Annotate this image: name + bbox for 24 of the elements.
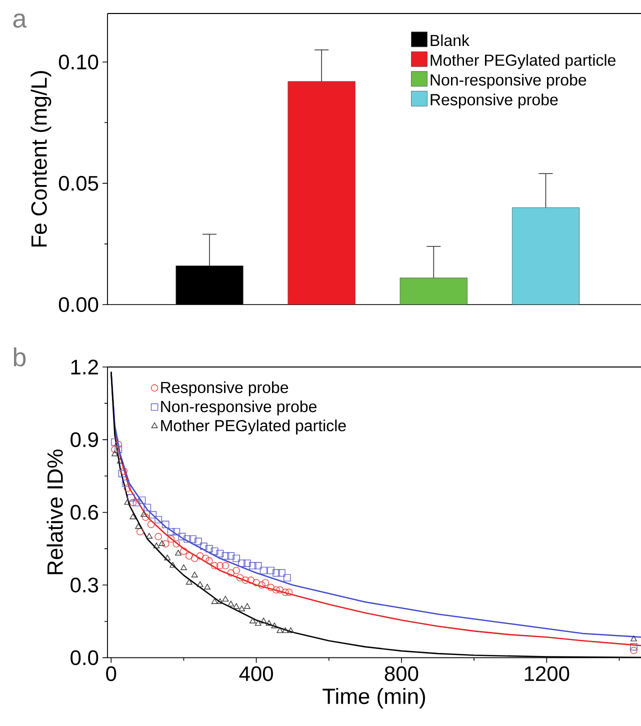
chart-title: b (14, 347, 26, 366)
chart-title: a (13, 13, 26, 28)
legend-label: Non-responsive probe (160, 400, 316, 416)
y-tick-label: 0.3 (70, 578, 98, 592)
y-axis-title: Relative ID% (46, 450, 63, 574)
legend-label: Non-responsive probe (430, 74, 586, 89)
y-tick-label: 0.00 (58, 297, 98, 312)
y-tick-label: 0.6 (70, 504, 98, 520)
legend-label: Blank (430, 34, 470, 46)
y-tick-label: 1.2 (71, 360, 98, 374)
legend-label: Mother PEGylated particle (430, 54, 616, 70)
y-tick-label: 0.10 (58, 54, 98, 70)
legend-label: Responsive probe (160, 381, 288, 396)
y-axis-title: Fe Content (mg/L) (30, 71, 52, 246)
x-tick-label: 1200 (524, 666, 569, 682)
y-tick-label: 0.0 (70, 650, 98, 666)
x-tick-label: 800 (384, 666, 418, 682)
x-tick-label: 0 (106, 666, 116, 682)
y-tick-label: 0.9 (70, 432, 98, 448)
x-tick-label: 400 (239, 666, 273, 682)
x-axis-title: Time (min) (322, 688, 425, 708)
legend-label: Responsive probe (430, 94, 558, 109)
y-tick-label: 0.05 (58, 176, 98, 191)
legend-label: Mother PEGylated particle (160, 420, 346, 434)
